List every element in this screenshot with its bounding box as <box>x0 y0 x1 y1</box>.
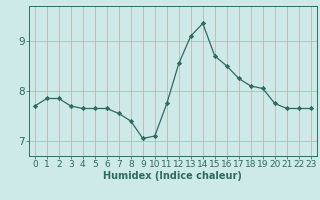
X-axis label: Humidex (Indice chaleur): Humidex (Indice chaleur) <box>103 171 242 181</box>
